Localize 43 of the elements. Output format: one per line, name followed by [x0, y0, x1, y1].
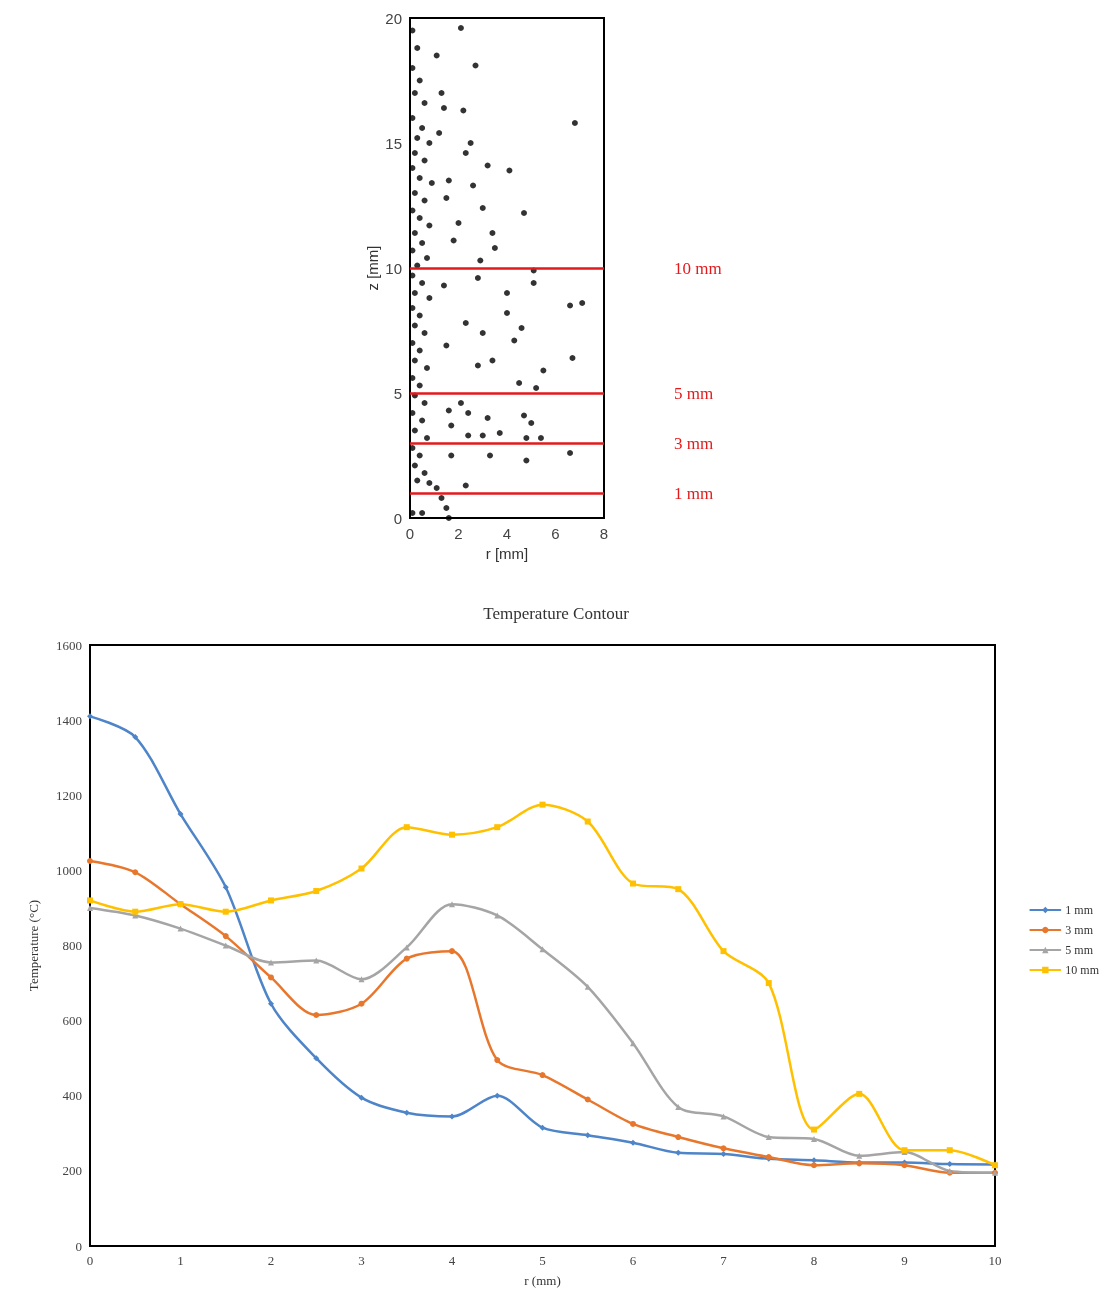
legend-label: 3 mm — [1065, 923, 1094, 937]
y-tick-label: 600 — [62, 1013, 82, 1029]
x-tick-label: 2 — [267, 1253, 275, 1268]
ref-line-label: 1 mm — [674, 483, 714, 503]
x-tick-label: 6 — [629, 1253, 637, 1268]
y-tick-label: 1400 — [56, 712, 82, 728]
x-tick-label: 9 — [901, 1253, 908, 1268]
x-tick-label: 7 — [720, 1253, 728, 1268]
chart-title: Temperature Contour — [483, 604, 630, 623]
y-tick-label: 0 — [393, 509, 402, 527]
x-tick-label: 4 — [502, 525, 512, 542]
y-tick-label: 200 — [62, 1163, 82, 1179]
x-tick-label: 1 — [177, 1253, 184, 1268]
y-tick-label: 20 — [385, 9, 402, 27]
y-tick-label: 1600 — [56, 637, 82, 653]
y-tick-label: 1200 — [56, 787, 82, 803]
y-tick-label: 5 — [393, 384, 402, 402]
x-tick-label: 5 — [539, 1253, 546, 1268]
y-tick-label: 1000 — [56, 862, 82, 878]
x-tick-label: 3 — [358, 1253, 365, 1268]
x-tick-label: 0 — [86, 1253, 94, 1268]
y-tick-label: 800 — [62, 938, 82, 953]
ref-line-label: 10 mm — [674, 258, 722, 278]
x-tick-label: 10 — [988, 1253, 1002, 1268]
x-tick-label: 6 — [551, 525, 560, 542]
y-tick-label: 10 — [385, 259, 402, 277]
x-tick-label: 2 — [454, 525, 463, 542]
y-tick-label: 15 — [385, 134, 402, 152]
x-tick-label: 4 — [448, 1253, 456, 1268]
y-axis-title: z [mm] — [364, 245, 381, 291]
y-tick-label: 0 — [75, 1238, 82, 1254]
x-axis-title: r (mm) — [524, 1273, 561, 1288]
legend-label: 5 mm — [1065, 943, 1094, 957]
x-tick-label: 8 — [810, 1253, 818, 1268]
legend-label: 1 mm — [1065, 903, 1094, 917]
ref-line-label: 5 mm — [674, 383, 714, 403]
x-tick-label: 0 — [405, 525, 415, 542]
x-tick-label: 8 — [599, 525, 609, 542]
x-axis-title: r [mm] — [485, 545, 529, 562]
legend-label: 10 mm — [1065, 963, 1100, 977]
y-tick-label: 400 — [62, 1088, 82, 1104]
y-axis-title: Temperature (°C) — [26, 899, 41, 992]
ref-line-label: 3 mm — [674, 433, 714, 453]
